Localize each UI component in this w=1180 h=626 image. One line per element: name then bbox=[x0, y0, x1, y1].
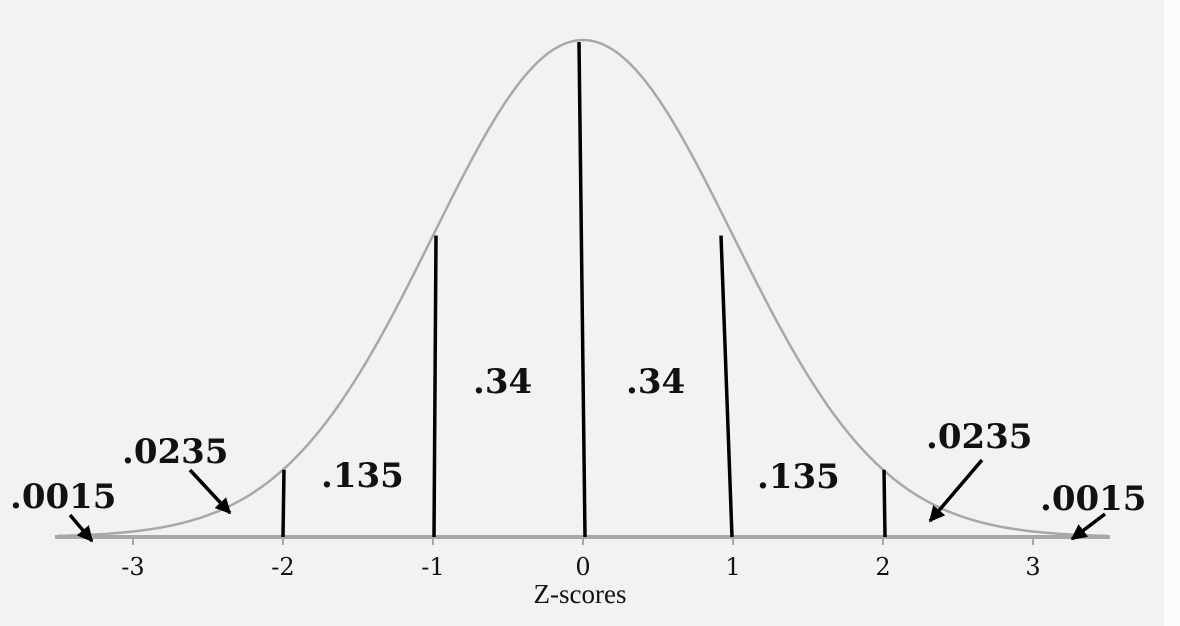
x-axis-title: Z-scores bbox=[534, 579, 627, 609]
divider-line bbox=[719, 235, 734, 538]
area-label-neg3-neg2: .0235 bbox=[122, 432, 228, 472]
area-label-neg2-neg1: .135 bbox=[321, 456, 404, 496]
area-label-right-tail: .0015 bbox=[1040, 479, 1146, 519]
tail-arrow bbox=[68, 513, 94, 543]
tail-arrows bbox=[68, 458, 1107, 543]
x-axis-tick-labels: -3 -2 -1 0 1 2 3 bbox=[121, 553, 1040, 581]
tail-arrow bbox=[1070, 512, 1107, 541]
tick-label-1: 1 bbox=[725, 553, 740, 581]
tick-label-3: 3 bbox=[1025, 553, 1040, 581]
divider-line bbox=[281, 469, 286, 538]
area-label-0-1: .34 bbox=[626, 362, 685, 402]
area-label-1-2: .135 bbox=[757, 457, 840, 497]
tick-label-neg3: -3 bbox=[121, 553, 144, 581]
tail-arrow bbox=[188, 468, 232, 515]
tail-arrow bbox=[928, 458, 984, 523]
divider-line bbox=[577, 41, 587, 538]
area-label-left-tail: .0015 bbox=[10, 477, 116, 517]
tick-label-neg2: -2 bbox=[271, 553, 294, 581]
sd-divider-lines bbox=[281, 41, 887, 538]
right-border-strip bbox=[1164, 0, 1180, 626]
x-axis-ticks bbox=[132, 537, 1034, 545]
area-labels: .0015 .0235 .135 .34 .34 .135 .0235 .001… bbox=[10, 362, 1146, 519]
area-label-neg1-0: .34 bbox=[473, 362, 532, 402]
area-label-2-3: .0235 bbox=[926, 417, 1032, 457]
tick-label-2: 2 bbox=[875, 553, 890, 581]
tick-label-0: 0 bbox=[575, 553, 590, 581]
divider-line bbox=[432, 235, 438, 538]
bell-curve bbox=[57, 38, 1109, 538]
divider-line bbox=[882, 469, 887, 538]
tick-label-neg1: -1 bbox=[421, 553, 444, 581]
